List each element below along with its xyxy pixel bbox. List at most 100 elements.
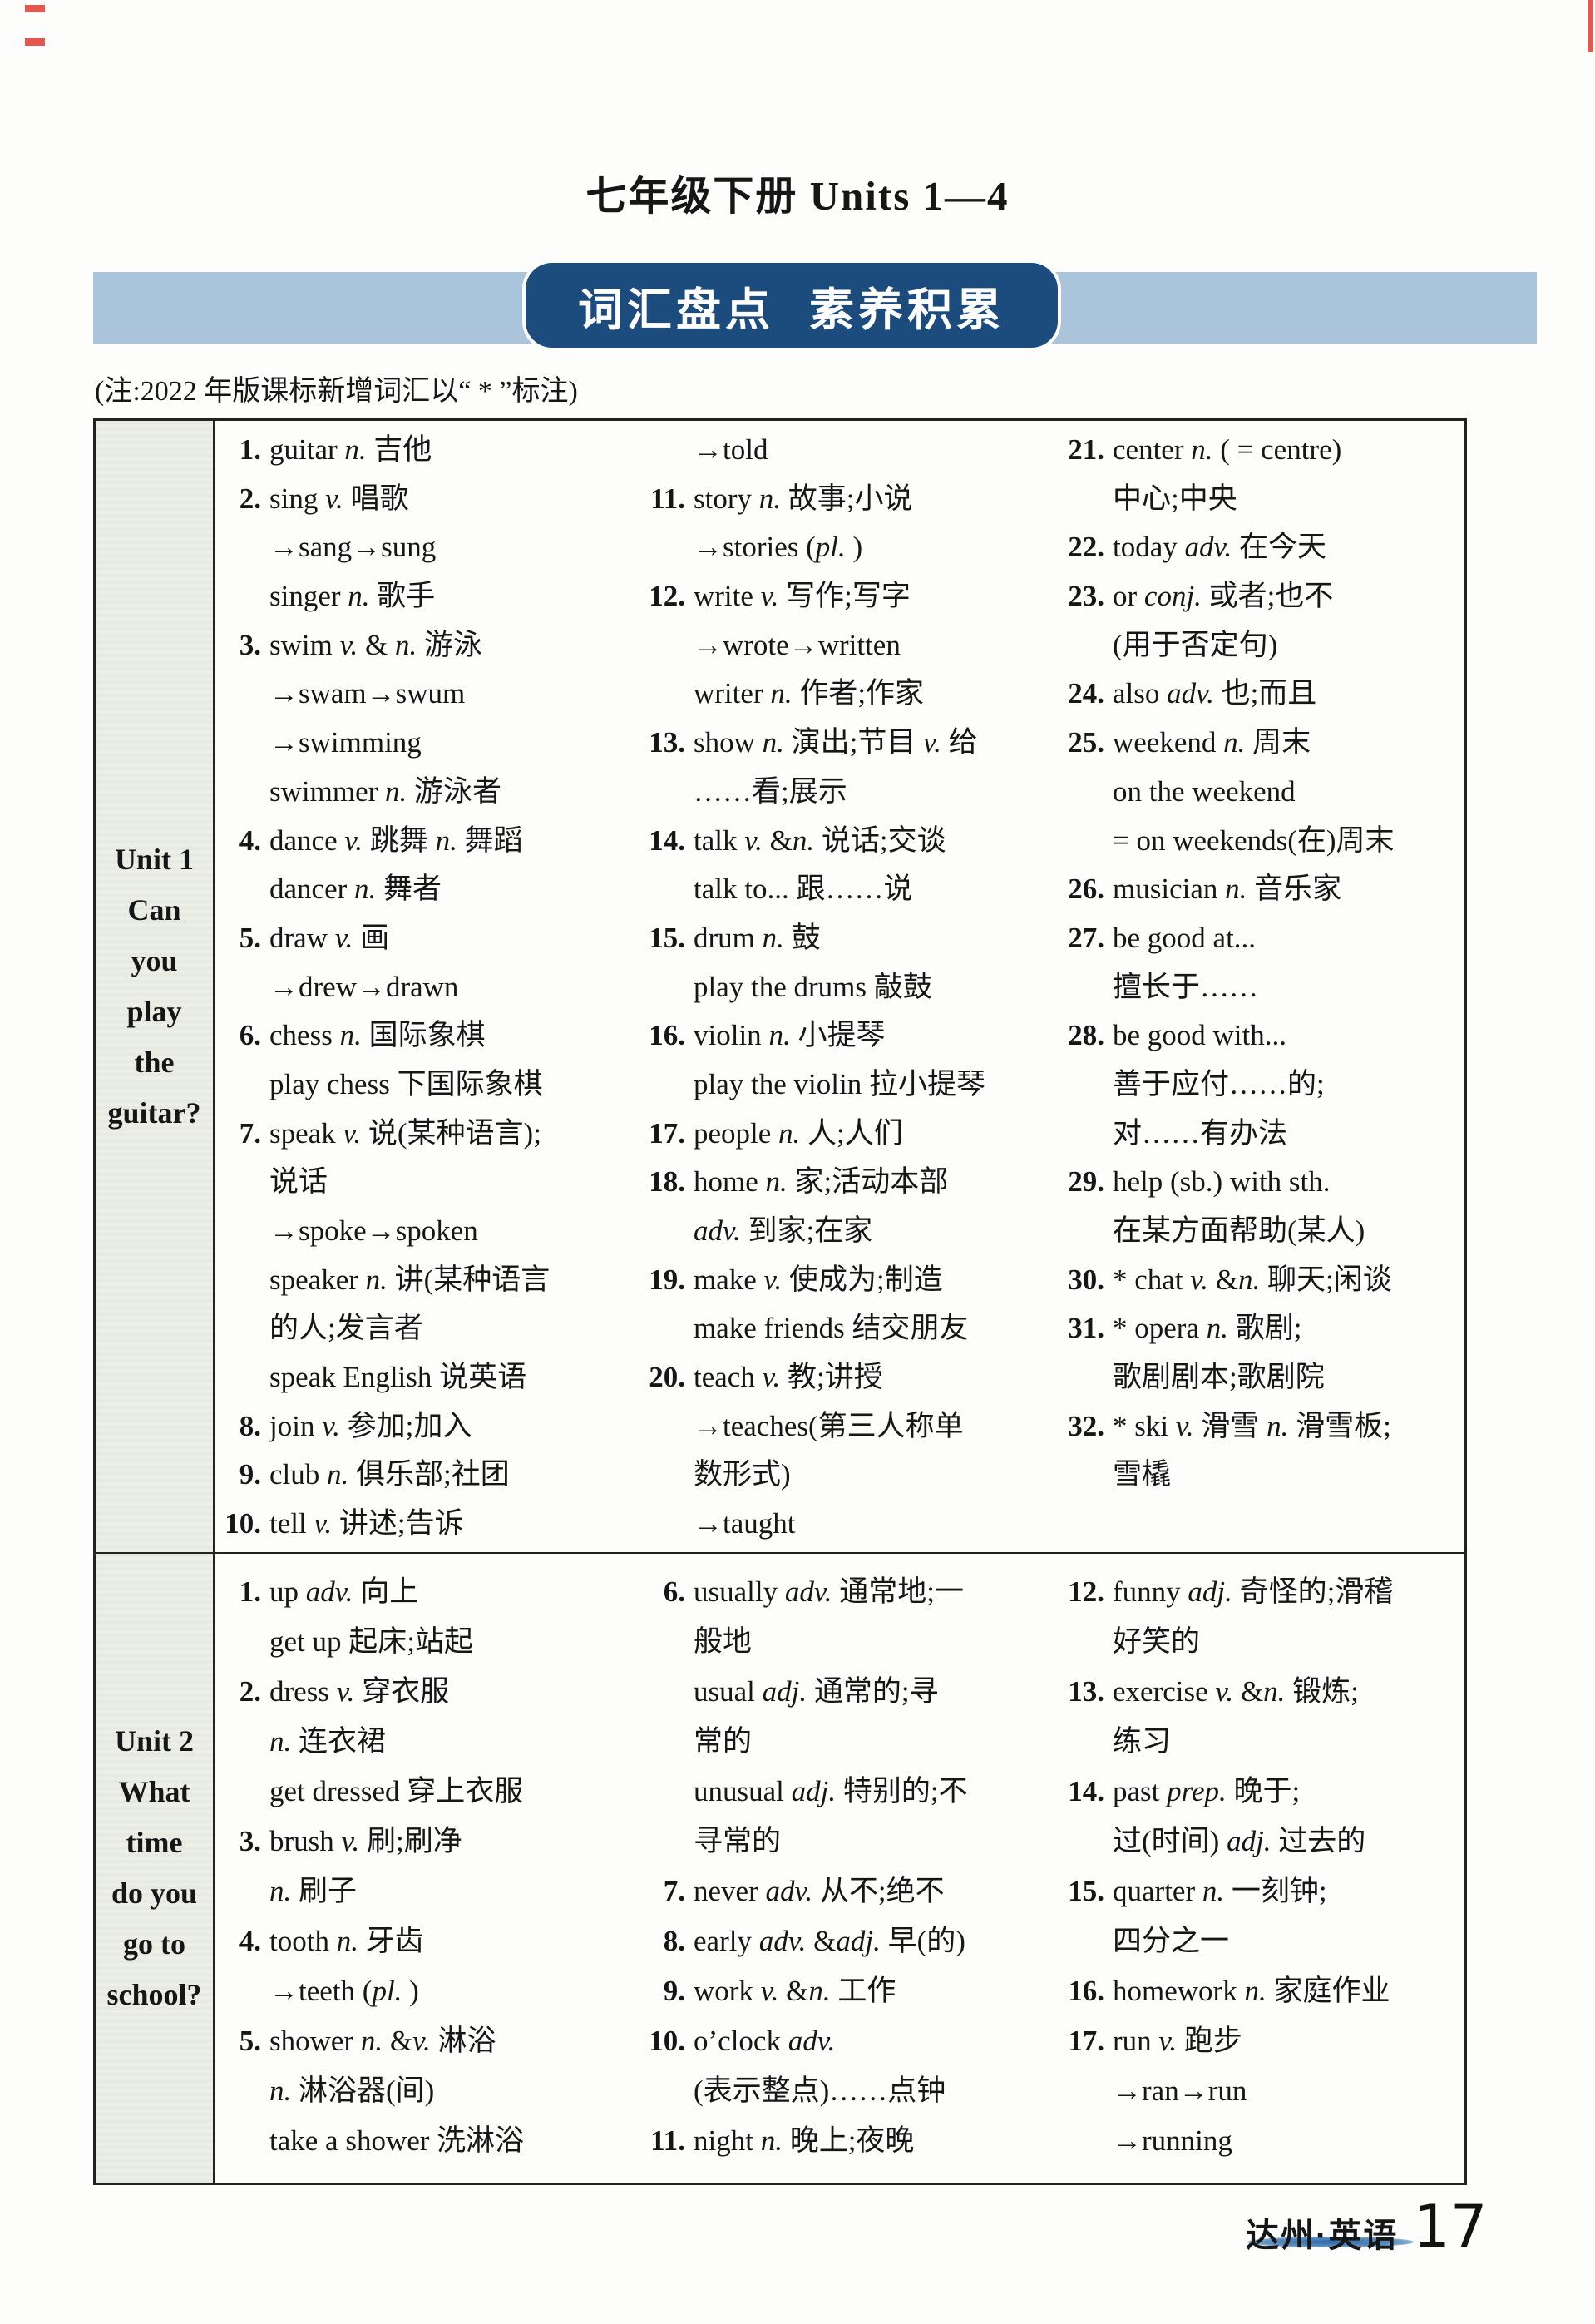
part-of-speech: adv. [784, 1575, 832, 1608]
unit-label-line: What [118, 1775, 190, 1808]
vocab-column: 21. center n. ( = centre) 中心;中央 22. today ad… [1064, 426, 1462, 1500]
entry-text: 人;人们 [800, 1116, 903, 1150]
entry-number: 28. [1068, 1019, 1104, 1052]
vocab-line: (表示整点)……点钟 [645, 2066, 1061, 2116]
entry-number: 4. [239, 823, 261, 857]
vocab-table: Unit 1 Can you play the guitar? 1. guitar n. 吉他… [93, 418, 1467, 2185]
entry-text: 跑步 [1177, 2025, 1242, 2057]
vocab-line: 常的 [645, 1717, 1061, 1767]
entry-text: 舞者 [376, 873, 442, 906]
entry-text: 刷子 [291, 1875, 358, 1907]
entry-text: →drew→drawn [269, 970, 459, 1003]
vocab-line: n. 连衣裙 [221, 1717, 639, 1767]
entry-text: also [1113, 677, 1168, 710]
vocab-line: 14. talk v. &n. 说话;交谈 [645, 817, 1061, 866]
entry-text: →told [694, 433, 768, 466]
part-of-speech: n. [778, 1116, 801, 1150]
entry-text: 对……有办法 [1113, 1116, 1288, 1150]
entry-number: 15. [649, 921, 685, 954]
vocab-line: 4. dance v. 跳舞 n. 舞蹈 [221, 817, 639, 866]
vocab-line: →taught [645, 1500, 1061, 1549]
vocab-line: 四分之一 [1064, 1916, 1462, 1966]
unit-label-line: school? [106, 1978, 202, 2011]
entry-number: 15. [1068, 1875, 1104, 1907]
entry-text: 歌剧; [1227, 1312, 1302, 1345]
entry-text: 通常的;寻 [807, 1675, 939, 1708]
vocab-line: 数形式) [645, 1451, 1061, 1500]
entry-text: 使成为;制造 [782, 1263, 943, 1296]
entry-text: 唱歌 [343, 482, 409, 515]
part-of-speech: n. [768, 1019, 791, 1052]
entry-text: 说(某种语言); [361, 1116, 541, 1150]
entry-number: 17. [649, 1116, 685, 1150]
entry-text: ) [845, 531, 863, 564]
vocab-line: 7. speak v. 说(某种语言); [221, 1110, 639, 1159]
part-of-speech: n. [1225, 873, 1247, 906]
entry-text: & [358, 628, 396, 661]
entry-text: →stories ( [694, 531, 816, 564]
unit-label-line: play [126, 995, 182, 1028]
vocab-line: 17. run v. 跑步 [1064, 2016, 1462, 2066]
part-of-speech: n. [269, 1875, 292, 1907]
entry-text: 讲(某种语言 [387, 1263, 551, 1296]
vocab-line: →drew→drawn [221, 963, 639, 1012]
part-of-speech: n. [385, 774, 407, 808]
vocab-line: play chess 下国际象棋 [221, 1061, 639, 1110]
entry-text: & [778, 1975, 809, 2007]
entry-number: 31. [1068, 1312, 1104, 1345]
vocab-line: 14. past prep. 晚于; [1064, 1767, 1462, 1817]
entry-number: 3. [239, 628, 261, 661]
entry-text: writer [694, 677, 771, 710]
entry-text: shower [269, 2025, 361, 2057]
part-of-speech: n. [344, 433, 367, 466]
vocab-line: 12. funny adj. 奇怪的;滑稽 [1064, 1567, 1462, 1617]
entry-text: write [694, 580, 761, 613]
entry-text: →teaches(第三人称单 [694, 1409, 964, 1442]
entry-text: home [694, 1165, 766, 1199]
vocab-line: →told [645, 426, 1061, 475]
entry-text: brush [269, 1825, 342, 1857]
entry-number: 27. [1068, 921, 1104, 954]
entry-number: 9. [239, 1458, 261, 1491]
entry-text: 故事;小说 [781, 482, 913, 515]
vocab-line: 16. homework n. 家庭作业 [1064, 1966, 1462, 2016]
vocab-line: →sang→sung [221, 523, 639, 572]
vocab-line: 8. join v. 参加;加入 [221, 1402, 639, 1451]
part-of-speech: v. [923, 726, 941, 759]
vocab-line: 21. center n. ( = centre) [1064, 426, 1462, 475]
unit-vocab-cell: 1. guitar n. 吉他 2. sing v. 唱歌 →sang→sung sing… [215, 421, 1464, 1552]
unit-label-line: you [131, 944, 178, 977]
entry-number: 18. [649, 1165, 685, 1199]
entry-text: & [383, 2025, 413, 2057]
entry-number: 17. [1068, 2025, 1104, 2057]
vocab-line: 5. shower n. &v. 淋浴 [221, 2016, 639, 2066]
entry-text: 练习 [1113, 1725, 1172, 1758]
part-of-speech: adv. [788, 2025, 836, 2057]
page-footer: 达州·英语 17 [1246, 2193, 1487, 2261]
entry-text: (用于否定句) [1113, 628, 1278, 661]
part-of-speech: n. [1206, 1312, 1228, 1345]
entry-text: 说话;交谈 [814, 823, 946, 857]
vocab-line: 雪橇 [1064, 1451, 1462, 1500]
entry-text: 晚上;夜晚 [782, 2124, 915, 2157]
entry-number: 8. [663, 1925, 685, 1957]
entry-text: run [1113, 2025, 1159, 2057]
entry-text: 般地 [694, 1625, 753, 1658]
entry-text: (表示整点)……点钟 [694, 2074, 946, 2107]
entry-text: never [694, 1875, 766, 1907]
entry-text: 淋浴 [430, 2025, 496, 2057]
part-of-speech: v. [336, 1675, 355, 1708]
unit-label-line: time [126, 1826, 183, 1859]
vocab-line: 15. drum n. 鼓 [645, 914, 1061, 963]
brand-label: 达州·英语 [1246, 2218, 1399, 2254]
entry-text: 穿衣服 [354, 1675, 450, 1708]
vocab-line: 好笑的 [1064, 1617, 1462, 1667]
entry-number: 30. [1068, 1263, 1104, 1296]
vocab-line: swimmer n. 游泳者 [221, 768, 639, 817]
entry-text: 说话 [269, 1165, 328, 1199]
entry-text: dance [269, 823, 345, 857]
entry-text: usual [694, 1675, 763, 1708]
entry-text: 过去的 [1271, 1825, 1366, 1857]
vocab-line: →ran→run [1064, 2066, 1462, 2116]
vocab-line: 9. club n. 俱乐部;社团 [221, 1451, 639, 1500]
